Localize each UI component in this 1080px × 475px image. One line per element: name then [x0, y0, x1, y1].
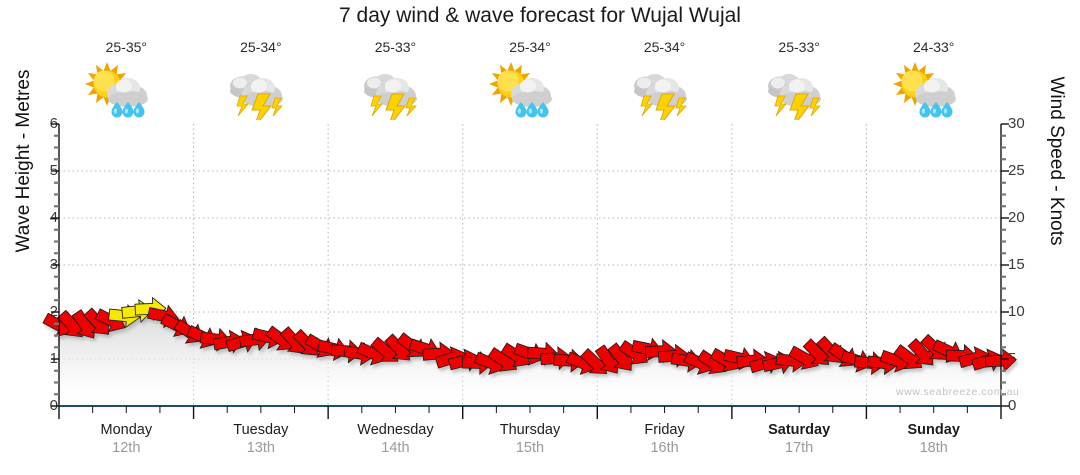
raindrop-icon: [919, 102, 931, 118]
x-label-wednesday: Wednesday 14th: [328, 421, 463, 458]
x-label-day-date: 15th: [515, 440, 545, 456]
x-label-day-name: Friday: [644, 422, 685, 438]
sun-cloud-rain-icon: [892, 62, 956, 118]
wind-arrow: [893, 344, 923, 370]
page-title: 7 day wind & wave forecast for Wujal Wuj…: [339, 4, 741, 27]
day-header-sunday: 24-33°: [866, 38, 1001, 124]
sun-cloud-rain-icon: [59, 58, 194, 120]
x-label-day-name: Wednesday: [357, 422, 434, 438]
raindrop-icon: [537, 102, 549, 118]
wind-arrow-series: [42, 296, 1017, 376]
wind-arrow: [907, 338, 934, 366]
day-header-thursday: 25-34°: [463, 38, 598, 124]
day-temperature-range: 25-34°: [240, 39, 282, 55]
lightning-icon: [236, 93, 283, 120]
x-label-day-date: 12th: [112, 440, 141, 456]
cloud-thunder-icon: [328, 58, 463, 120]
day-temperature-range: 25-33°: [374, 39, 417, 55]
x-label-friday: Friday 16th: [597, 421, 732, 458]
cloud-thunder-icon: [633, 74, 687, 120]
cloud-thunder-icon: [229, 74, 283, 120]
right-tick-0: 0: [1008, 397, 1017, 414]
x-label-day-name: Sunday: [907, 422, 960, 438]
day-header-monday: 25-35°: [59, 38, 194, 124]
x-label-tuesday: Tuesday 13th: [194, 421, 329, 458]
day-header-saturday: 25-33°: [732, 38, 867, 124]
cloud-icon: [107, 78, 149, 107]
lightning-icon: [370, 93, 418, 120]
day-temperature-range: 24-33°: [913, 39, 955, 55]
x-label-sunday: Sunday 18th: [866, 421, 1001, 458]
x-label-thursday: Thursday 15th: [463, 421, 598, 458]
day-temperature-range: 25-33°: [778, 39, 820, 55]
cloud-thunder-icon: [597, 58, 732, 120]
cloud-thunder-icon: [364, 74, 418, 120]
watermark: www.seabreeze.com.au: [896, 386, 1020, 398]
raindrop-icon: [133, 102, 145, 118]
raindrop-icon: [515, 102, 527, 118]
x-label-day-name: Tuesday: [233, 422, 289, 438]
right-tick-15: 15: [1008, 256, 1025, 273]
day-header-tuesday: 25-34°: [194, 38, 329, 124]
sun-cloud-rain-icon: [866, 58, 1001, 120]
raindrop-icon: [526, 102, 538, 118]
day-temperature-range: 25-34°: [643, 39, 686, 55]
lightning-icon: [640, 93, 687, 120]
day-header-friday: 25-34°: [597, 38, 732, 124]
raindrop-icon: [941, 102, 953, 118]
right-tick-10: 10: [1008, 303, 1025, 320]
sun-cloud-rain-icon: [463, 58, 598, 120]
cloud-icon: [914, 78, 956, 107]
right-tick-20: 20: [1008, 209, 1025, 226]
cloud-thunder-icon: [768, 74, 822, 120]
lightning-icon: [774, 93, 822, 120]
x-label-day-name: Saturday: [768, 422, 831, 438]
cloud-icon: [510, 78, 552, 107]
x-label-day-date: 17th: [785, 440, 814, 456]
day-temperature-range: 25-35°: [105, 39, 147, 55]
x-label-day-date: 16th: [650, 440, 679, 456]
raindrop-icon: [111, 102, 123, 118]
right-tick-25: 25: [1008, 162, 1025, 179]
x-label-day-date: 13th: [246, 440, 275, 456]
x-label-day-name: Monday: [100, 422, 153, 438]
day-temperature-range: 25-34°: [509, 39, 551, 55]
cloud-thunder-icon: [732, 58, 867, 120]
day-header-wednesday: 25-33°: [328, 38, 463, 124]
sun-cloud-rain-icon: [488, 62, 552, 118]
raindrop-icon: [930, 102, 942, 118]
raindrop-icon: [122, 102, 134, 118]
sun-cloud-rain-icon: [85, 62, 149, 118]
x-label-monday: Monday 12th: [59, 421, 194, 458]
right-tick-30: 30: [1008, 115, 1025, 132]
x-label-day-date: 14th: [381, 440, 410, 456]
cloud-thunder-icon: [194, 58, 329, 120]
x-label-day-date: 18th: [919, 440, 948, 456]
x-label-saturday: Saturday 17th: [732, 421, 867, 458]
x-label-day-name: Thursday: [499, 422, 561, 438]
